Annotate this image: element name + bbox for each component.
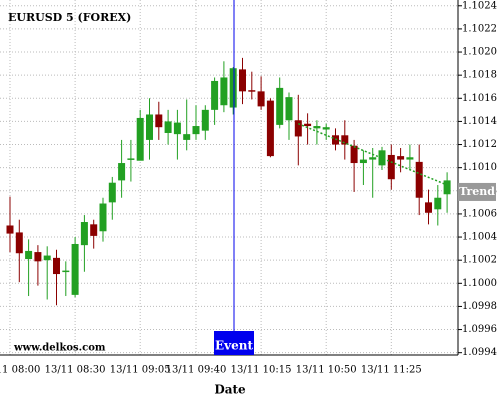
candle-body (71, 243, 79, 295)
candle-body (25, 250, 33, 260)
y-tick-label: 1.0996 (462, 324, 497, 335)
x-tick-label: 13/11 08:00 (0, 365, 40, 376)
x-tick-label: 13/11 09:40 (166, 365, 227, 376)
candle-body (118, 163, 126, 181)
candle-body (294, 120, 302, 137)
y-tick-label: 1.0994 (462, 347, 497, 358)
candle-body (220, 77, 228, 106)
candle-body (173, 122, 181, 135)
x-tick-label: 13/11 09:05 (110, 365, 171, 376)
y-tick-label: 1.1002 (462, 255, 497, 266)
candle-body (266, 100, 274, 157)
candle-body (369, 157, 377, 160)
candle-body (6, 225, 14, 234)
candle-body (90, 224, 98, 236)
x-tick-label: 13/11 10:15 (231, 365, 292, 376)
candle-body (285, 97, 293, 121)
y-tick-label: 1.1016 (462, 93, 497, 104)
candle-body (211, 80, 219, 110)
x-axis-title: Date (214, 383, 246, 397)
y-tick-label: 1.1000 (462, 278, 497, 289)
candle-body (304, 123, 312, 127)
y-tick-label: 1.0998 (462, 301, 497, 312)
y-tick-label: 1.1006 (462, 208, 497, 219)
y-tick-label: 1.1014 (462, 116, 497, 127)
candle-body (387, 154, 395, 180)
candle-body (62, 270, 70, 273)
x-tick-label: 13/11 11:25 (361, 365, 422, 376)
candle-body (53, 257, 60, 275)
candle-body (80, 222, 88, 246)
candle-body (397, 156, 405, 160)
chart-title: EURUSD 5 (FOREX) (8, 11, 131, 24)
y-tick-label: 1.1018 (462, 70, 497, 81)
candle-body (164, 121, 172, 133)
y-tick-label: 1.1024 (462, 0, 497, 11)
y-tick-label: 1.1004 (462, 232, 497, 243)
candle-body (332, 135, 339, 145)
candle-body (341, 135, 349, 145)
y-tick-label: 1.1012 (462, 139, 497, 150)
candle-body (15, 232, 23, 254)
candle-body (127, 158, 135, 160)
candle-body (443, 180, 451, 195)
candle-body (229, 68, 237, 108)
candle-body (406, 157, 414, 160)
candle-body (322, 127, 330, 130)
x-tick-label: 13/11 10:50 (296, 365, 357, 376)
candle-body (313, 126, 321, 129)
candle-body (434, 197, 442, 210)
candle-body (108, 182, 116, 203)
event-box (214, 331, 254, 355)
y-tick-label: 1.1010 (462, 162, 497, 173)
candle-body (425, 202, 432, 213)
candle-body (43, 255, 51, 261)
candle-body (192, 126, 200, 135)
y-tick-label: 1.1020 (462, 47, 497, 58)
candle-body (239, 69, 246, 92)
candle-body (146, 114, 153, 140)
y-tick-label: 1.1022 (462, 23, 497, 34)
candle-body (34, 252, 42, 262)
candle-body (359, 159, 367, 164)
candle-body (136, 117, 144, 161)
candle-body (276, 87, 284, 125)
candle-body (201, 109, 209, 131)
watermark: www.delkos.com (13, 343, 106, 354)
candle-body (99, 203, 107, 232)
event-label: Event (215, 339, 253, 353)
candle-body (378, 150, 386, 166)
candle-body (415, 161, 423, 198)
candle-body (257, 91, 265, 107)
candle-body (183, 134, 191, 140)
candle-body (248, 90, 256, 92)
trend-line (298, 123, 448, 186)
candle-body (350, 145, 358, 164)
trend-label-box (458, 182, 496, 201)
candle-body (155, 114, 163, 128)
x-tick-label: 13/11 08:30 (45, 365, 106, 376)
trend-label: Trend (459, 185, 495, 198)
